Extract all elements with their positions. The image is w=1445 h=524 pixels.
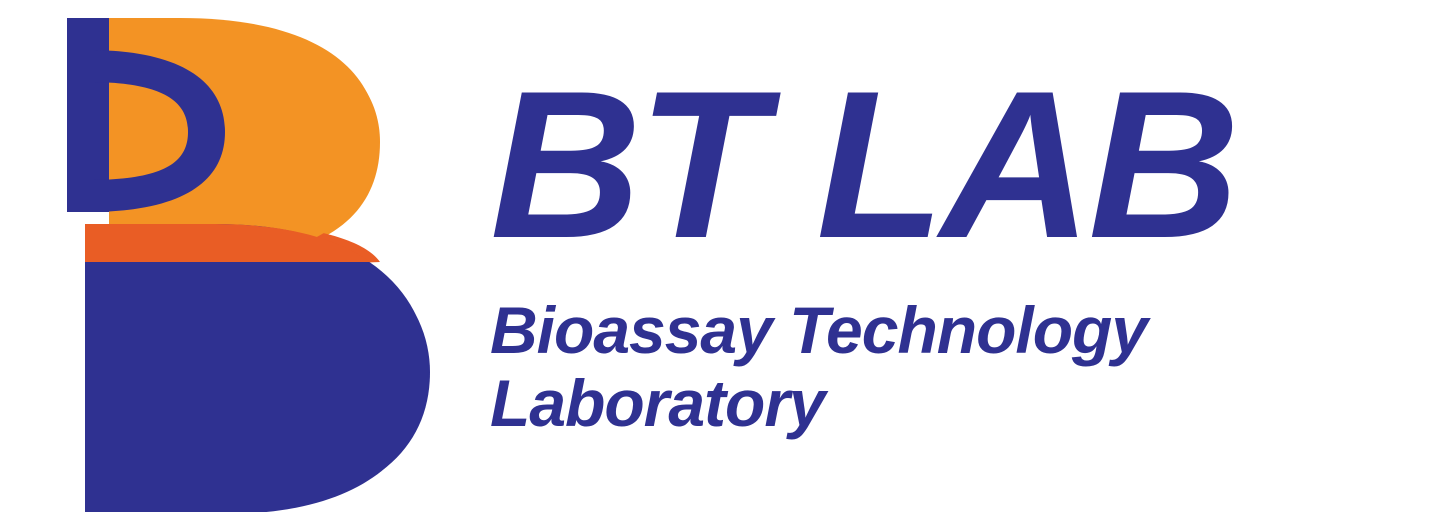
brand-subtitle-line1: Bioassay Technology (490, 294, 1236, 367)
logo-mark-icon (30, 12, 430, 512)
brand-subtitle-line2: Laboratory (490, 367, 1236, 440)
brand-subtitle: Bioassay Technology Laboratory (490, 294, 1236, 439)
brand-main-title: BT LAB (490, 65, 1236, 265)
logo-container: BT LAB Bioassay Technology Laboratory (0, 0, 1445, 524)
logo-text-block: BT LAB Bioassay Technology Laboratory (490, 85, 1236, 440)
